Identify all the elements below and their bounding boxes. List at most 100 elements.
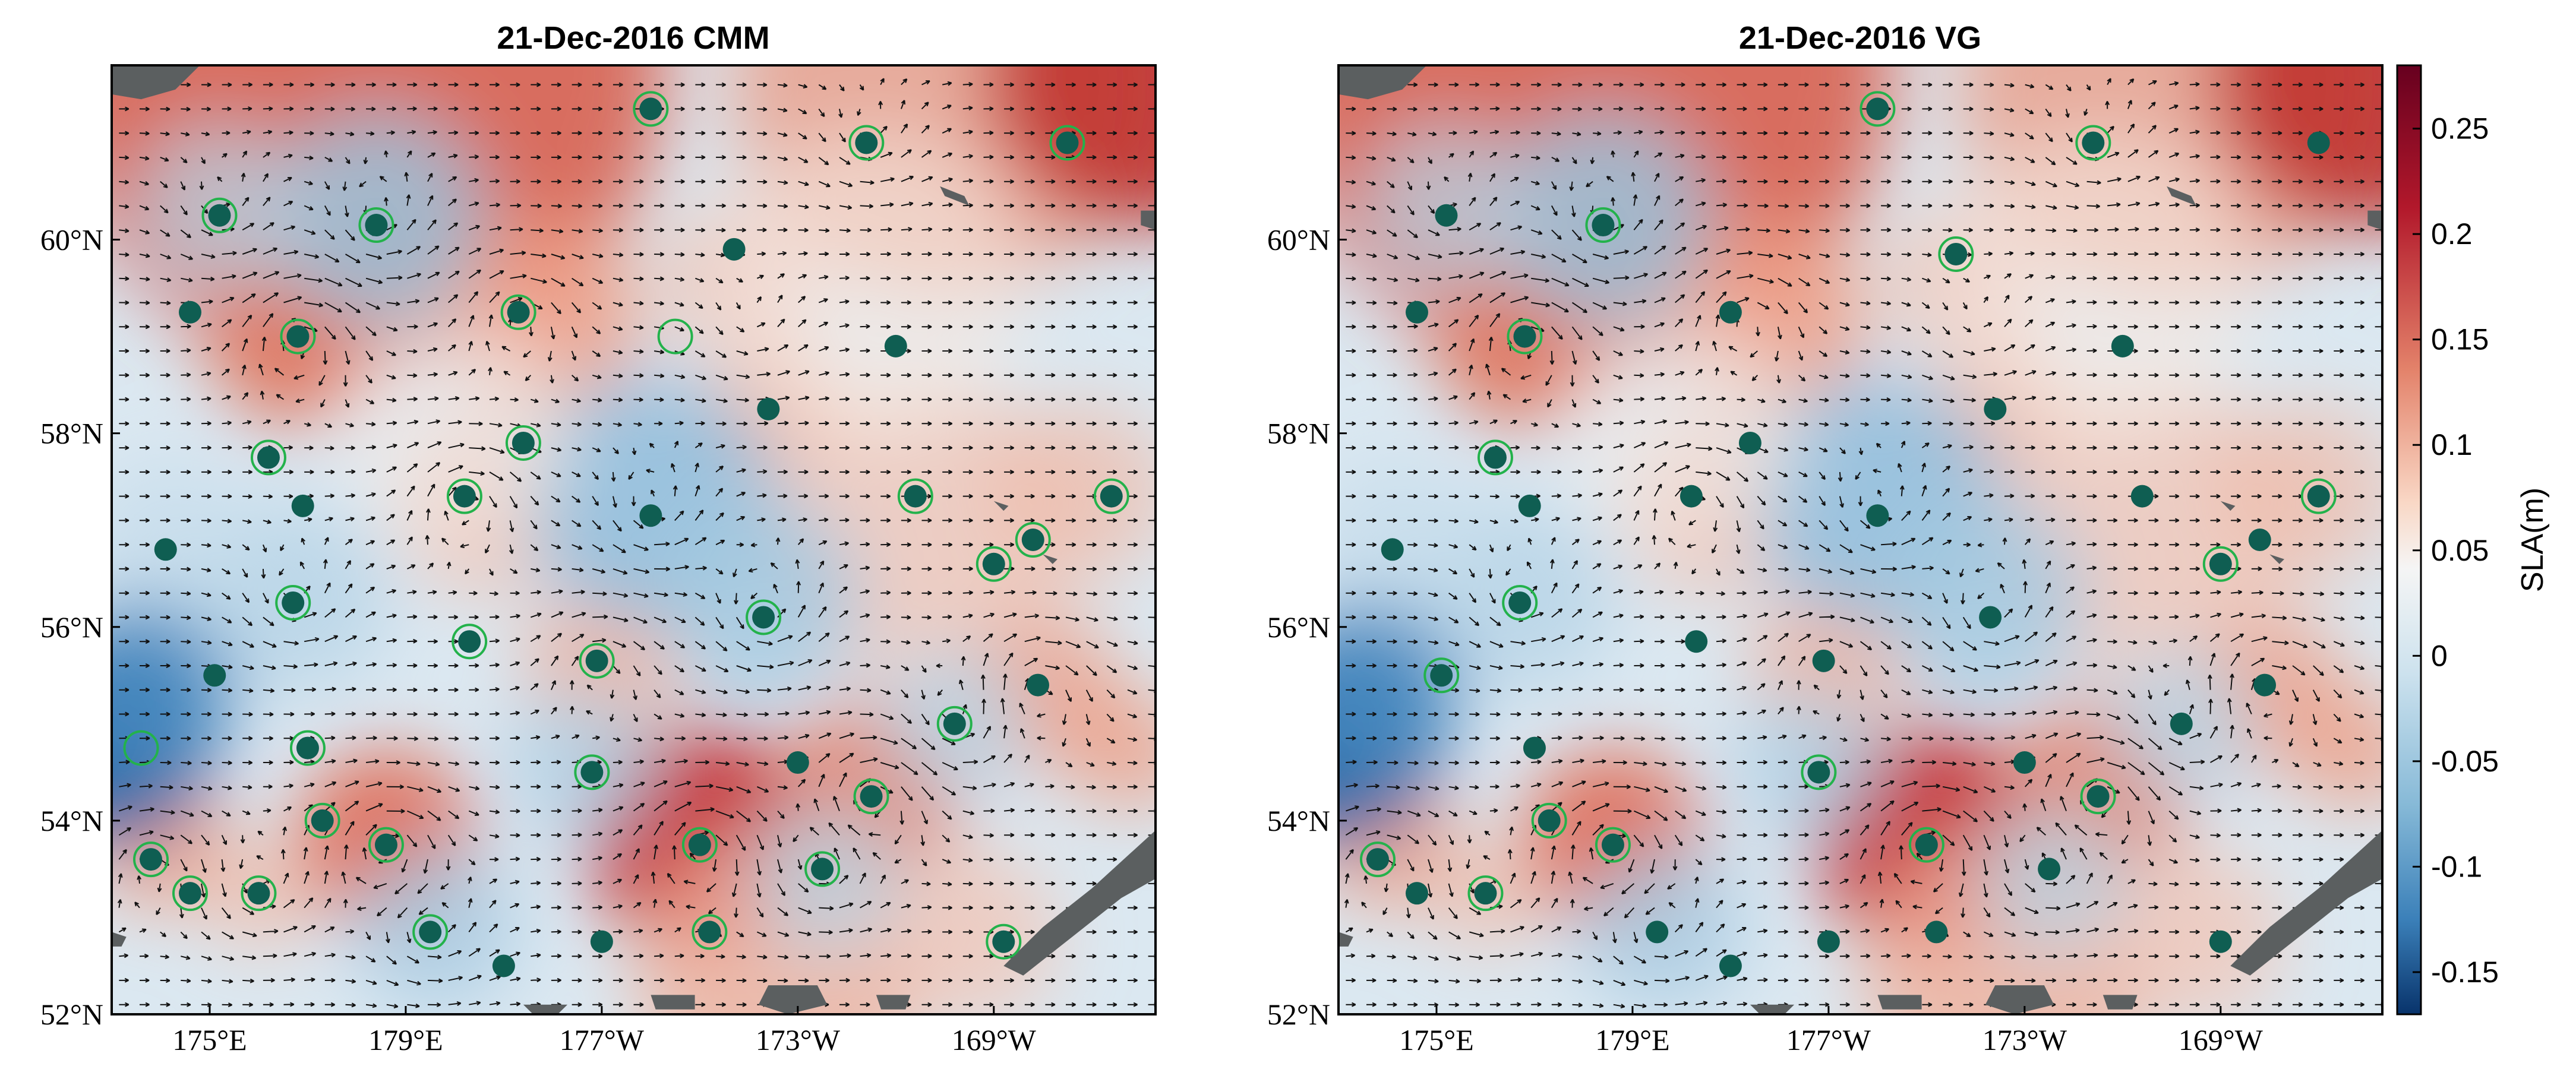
colorbar-scale (2396, 64, 2422, 1015)
eddy-marker (1435, 204, 1458, 227)
land-mass (876, 995, 911, 1010)
sla-anomaly (993, 402, 1156, 581)
y-tick-label: 56°N (1267, 610, 1330, 644)
land-mass (2220, 501, 2236, 511)
eddy-marker (452, 624, 488, 660)
x-tick-label: 177°W (1786, 1023, 1871, 1056)
eddy-marker (986, 923, 1022, 960)
land-mass (758, 985, 828, 1014)
sla-field (112, 65, 1156, 1014)
panel-title: 21-Dec-2016 VG (1739, 20, 1981, 56)
eddy-marker (132, 841, 169, 878)
eddy-marker (681, 827, 718, 863)
eddy-marker (289, 730, 326, 766)
y-tick-label: 54°N (1267, 804, 1330, 837)
land-mass (1877, 995, 1922, 1010)
land-mass (1043, 554, 1057, 564)
y-tick-label: 52°N (1267, 998, 1330, 1031)
eddy-marker (172, 875, 208, 912)
eddy-marker (2038, 858, 2061, 881)
eddy-marker (2202, 546, 2239, 582)
land-mass (2167, 186, 2196, 206)
colorbar: 0.25 0.2 0.15 0.1 0.05 0 -0.05 -0.1 -0.15 SLA(m) (2396, 64, 2550, 1015)
eddy-marker (178, 300, 201, 324)
x-tick-label: 179°E (1595, 1023, 1670, 1056)
eddy-marker (2130, 485, 2154, 508)
x-tick-label: 173°W (756, 1023, 841, 1056)
eddy-marker (897, 478, 933, 514)
eddy-marker (1477, 439, 1513, 476)
eddy-marker (154, 538, 177, 561)
eddy-marker (1812, 649, 1835, 672)
sla-anomaly (2213, 65, 2382, 230)
eddy-marker (1585, 207, 1621, 243)
y-tick-label: 54°N (40, 804, 103, 837)
eddy-marker (1595, 827, 1631, 863)
eddy-marker (692, 914, 728, 950)
eddy-marker (1908, 827, 1944, 863)
eddy-marker (1680, 485, 1703, 508)
eddy-marker (2300, 478, 2337, 514)
eddy-marker (368, 827, 404, 863)
land-mass (940, 186, 970, 206)
eddy-marker (884, 334, 907, 357)
land-mass (523, 1004, 568, 1014)
eddy-marker (1423, 657, 1460, 694)
y-tick-label: 52°N (40, 998, 103, 1031)
sla-anomaly (2107, 847, 2285, 1014)
velocity-arrows (1344, 78, 2382, 1009)
eddy-marker (1866, 504, 1889, 527)
land-mass (651, 995, 695, 1010)
land-mass (2230, 830, 2382, 976)
eddy-marker (412, 914, 449, 950)
eddy-marker (639, 504, 662, 527)
velocity-arrows (117, 78, 1156, 1009)
land-mass (993, 501, 1009, 511)
land-mass (1338, 65, 1427, 100)
colorbar-tick-label: 0.05 (2431, 534, 2489, 567)
eddy-marker (1719, 954, 1742, 977)
eddy-marker (1685, 630, 1708, 653)
x-tick-label: 175°E (172, 1023, 247, 1056)
eddy-marker (574, 754, 610, 790)
eddy-marker (1938, 236, 1974, 272)
sla-anomaly (336, 314, 574, 552)
eddy-marker (590, 930, 613, 953)
sla-anomaly (2298, 693, 2382, 812)
sla-anomaly (1562, 314, 1801, 552)
sla-anomaly (1338, 599, 1463, 790)
eddy-marker (492, 954, 515, 977)
eddy-marker (500, 294, 536, 330)
eddy-marker (1049, 125, 1085, 161)
eddy-marker (1381, 538, 1404, 561)
land-mass (1338, 932, 1353, 947)
sla-anomaly (1884, 496, 2086, 699)
axes-frame (111, 64, 1157, 1015)
eddy-marker (757, 397, 780, 420)
eddy-marker (2170, 712, 2193, 735)
eddy-marker (275, 584, 311, 621)
land-mass (2103, 995, 2138, 1010)
eddy-marker (1925, 920, 1948, 944)
eddy-marker (1015, 522, 1051, 558)
eddy-marker (304, 802, 340, 839)
x-tick-label: 173°W (1982, 1023, 2067, 1056)
panel-cmm: 21-Dec-2016 CMM 175°E 179°E 177°W 173°W 169°… (40, 20, 1157, 1056)
eddy-marker (746, 599, 782, 635)
eddy-marker (2253, 673, 2277, 697)
eddy-marker (1719, 300, 1742, 324)
eddy-marker (446, 478, 482, 514)
eddy-marker (2080, 779, 2116, 815)
eddy-marker (1518, 494, 1541, 517)
eddy-marker (2013, 751, 2036, 774)
y-tick-label: 60°N (1267, 223, 1330, 257)
eddy-marker (358, 207, 394, 243)
land-mass (1750, 1004, 1795, 1014)
x-tick-label: 179°E (368, 1023, 443, 1056)
y-tick-label: 60°N (40, 223, 103, 257)
panel-vg: 21-Dec-2016 VG 175°E 179°E 177°W 173°W 169°W… (1267, 20, 2384, 1056)
sla-anomaly (112, 599, 236, 790)
eddy-marker (2307, 131, 2330, 154)
colorbar-tick-label: 0.1 (2431, 428, 2473, 461)
